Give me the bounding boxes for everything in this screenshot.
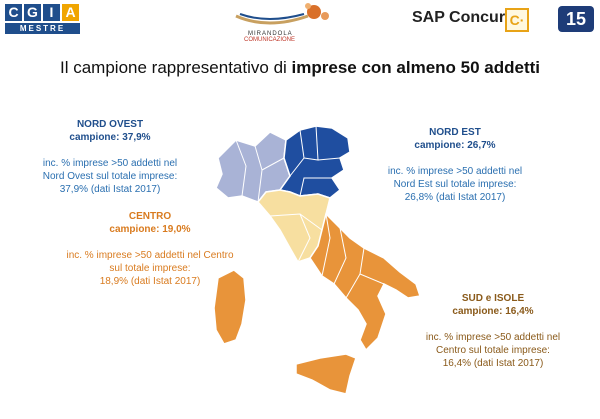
region-campione: campione: 26,7% <box>414 140 496 151</box>
cgia-letter: I <box>43 4 60 21</box>
cgia-letter: G <box>24 4 41 21</box>
region-desc-line: Centro sul totale imprese: <box>436 345 550 356</box>
mirandola-name: MIRANDOLA <box>248 31 293 37</box>
concur-mark-icon: C· <box>505 8 529 32</box>
page-number-badge: 15 <box>558 6 594 32</box>
region-desc-line: 37,9% (dati Istat 2017) <box>59 184 161 195</box>
cgia-letter: C <box>5 4 22 21</box>
mirandola-sub: COMUNICAZIONE <box>244 37 295 43</box>
region-nord-est <box>278 125 351 199</box>
page-title: Il campione rappresentativo di imprese c… <box>0 58 600 78</box>
region-campione: campione: 37,9% <box>69 132 151 143</box>
region-desc-line: Nord Est sul totale imprese: <box>393 179 517 190</box>
region-nord-ovest-info: NORD OVEST campione: 37,9% inc. % impres… <box>15 118 205 196</box>
region-desc-line: 26,8% (dati Istat 2017) <box>404 192 506 203</box>
region-sicilia <box>295 353 357 395</box>
region-desc-line: inc. % imprese >50 addetti nel Centro <box>66 250 234 261</box>
region-campione: campione: 16,4% <box>452 306 534 317</box>
mirandola-logo: MIRANDOLA COMUNICAZIONE <box>228 2 348 46</box>
region-desc-line: inc. % imprese >50 addetti nel <box>387 166 523 177</box>
region-campione: campione: 19,0% <box>109 224 191 235</box>
cgia-city: MESTRE <box>5 23 80 34</box>
region-desc-line: 16,4% (dati Istat 2017) <box>442 358 544 369</box>
region-desc-line: inc. % imprese >50 addetti nel <box>425 332 561 343</box>
region-nord-est-info: NORD EST campione: 26,7% inc. % imprese … <box>360 126 550 204</box>
region-desc-line: sul totale imprese: <box>109 263 191 274</box>
italy-map <box>213 125 421 395</box>
title-prefix: Il campione rappresentativo di <box>60 58 292 77</box>
cgia-logo: C G I A MESTRE <box>5 4 80 34</box>
sap-concur-logo: SAP Concur <box>412 9 506 26</box>
region-name: CENTRO <box>128 211 172 222</box>
mirandola-swoosh-icon <box>235 3 329 25</box>
region-name: NORD EST <box>429 127 481 138</box>
cgia-letter: A <box>62 4 79 21</box>
region-name: NORD OVEST <box>76 119 144 130</box>
region-desc-line: inc. % imprese >50 addetti nel <box>42 158 178 169</box>
region-name: SUD e ISOLE <box>461 293 525 304</box>
region-desc-line: 18,9% (dati Istat 2017) <box>99 276 201 287</box>
region-desc-line: Nord Ovest sul totale imprese: <box>42 171 178 182</box>
title-bold: imprese con almeno 50 addetti <box>291 58 540 77</box>
region-sardegna <box>213 269 247 345</box>
region-centro-info: CENTRO campione: 19,0% inc. % imprese >5… <box>45 210 255 288</box>
region-sud-isole-info: SUD e ISOLE campione: 16,4% inc. % impre… <box>398 292 588 370</box>
